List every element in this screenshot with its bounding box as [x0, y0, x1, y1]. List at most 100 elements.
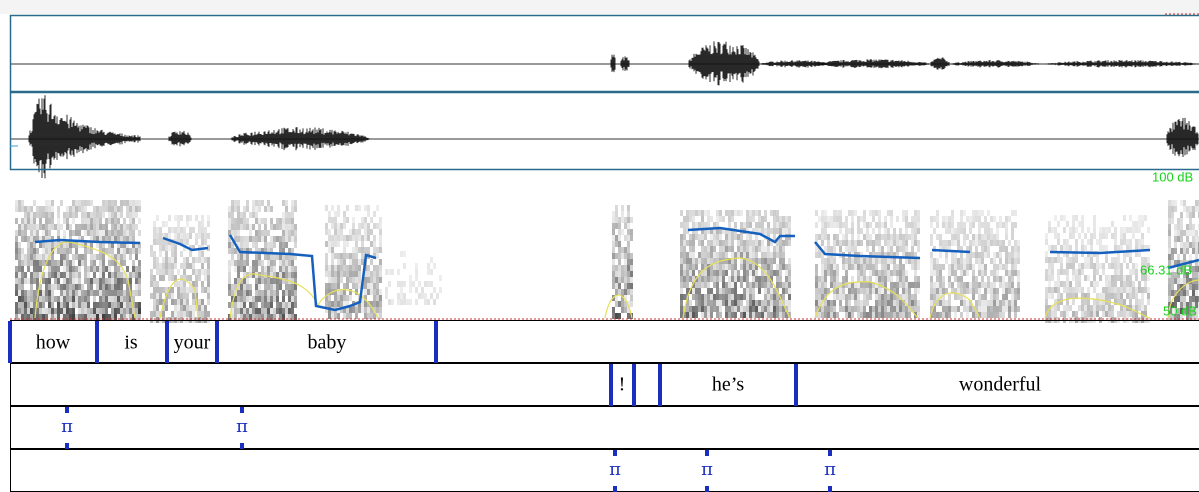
spectrogram-cell: [618, 277, 621, 283]
spectrogram-cell: [710, 276, 713, 282]
spectrogram-cell: [180, 263, 183, 269]
spectrogram-cell: [57, 308, 60, 314]
spectrogram-cell: [746, 240, 749, 246]
spectrogram-cell: [752, 288, 755, 294]
spectrogram-cell: [364, 223, 367, 229]
spectrogram-cell: [231, 314, 234, 320]
spectrogram-cell: [252, 308, 255, 314]
spectrogram-cell: [33, 302, 36, 308]
spectrogram-cell: [740, 294, 743, 300]
spectrogram-cell: [698, 270, 701, 276]
spectrogram-cell: [132, 200, 135, 206]
spectrogram-cell: [1177, 314, 1180, 320]
spectrogram-cell: [195, 257, 198, 263]
spectrogram-cell: [45, 284, 48, 290]
spectrogram-cell: [1002, 276, 1005, 282]
spectrogram-cell: [848, 300, 851, 306]
spectrogram-cell: [120, 266, 123, 272]
spectrogram-cell: [1138, 221, 1141, 227]
spectrogram: [15, 200, 1199, 323]
spectrogram-cell: [373, 265, 376, 271]
spectrogram-cell: [683, 264, 686, 270]
spectrogram-cell: [975, 234, 978, 240]
spectrogram-cell: [1078, 263, 1081, 269]
spectrogram-cell: [851, 234, 854, 240]
spectrogram-cell: [713, 264, 716, 270]
spectrogram-cell: [355, 307, 358, 313]
spectrogram-cell: [930, 276, 933, 282]
spectrogram-cell: [692, 258, 695, 264]
spectrogram-cell: [397, 281, 400, 287]
spectrogram-cell: [36, 308, 39, 314]
spectrogram-cell: [343, 253, 346, 259]
spectrogram-cell: [204, 275, 207, 281]
spectrogram-cell: [1048, 263, 1051, 269]
spectrogram-cell: [1189, 230, 1192, 236]
spectrogram-cell: [692, 252, 695, 258]
spectrogram-cell: [984, 216, 987, 222]
spectrogram-cell: [240, 308, 243, 314]
spectrogram-cell: [740, 258, 743, 264]
spectrogram-cell: [887, 306, 890, 312]
spectrogram-cell: [761, 276, 764, 282]
spectrogram-cell: [981, 306, 984, 312]
spectrogram-cell: [51, 290, 54, 296]
spectrogram-cell: [833, 294, 836, 300]
spectrogram-cell: [1144, 245, 1147, 251]
spectrogram-cell: [1183, 296, 1186, 302]
spectrogram-cell: [978, 282, 981, 288]
spectrogram-cell: [117, 242, 120, 248]
spectrogram-cell: [686, 228, 689, 234]
spectrogram-cell: [788, 306, 791, 312]
spectrogram-cell: [884, 282, 887, 288]
spectrogram-cell: [1084, 245, 1087, 251]
spectrogram-cell: [773, 210, 776, 216]
spectrogram-cell: [1183, 242, 1186, 248]
spectrogram-cell: [821, 306, 824, 312]
spectrogram-cell: [30, 296, 33, 302]
spectrogram-cell: [126, 212, 129, 218]
spectrogram-cell: [746, 258, 749, 264]
spectrogram-cell: [126, 278, 129, 284]
spectrogram-cell: [824, 264, 827, 270]
spectrogram-cell: [692, 312, 695, 318]
spectrogram-cell: [421, 293, 424, 299]
spectrogram-cell: [36, 230, 39, 236]
spectrogram-cell: [881, 246, 884, 252]
spectrogram-cell: [201, 239, 204, 245]
spectrogram-cell: [352, 277, 355, 283]
spectrogram-cell: [1017, 306, 1020, 312]
spectrogram-cell: [180, 287, 183, 293]
spectrogram-cell: [788, 276, 791, 282]
spectrogram-cell: [914, 222, 917, 228]
spectrogram-cell: [899, 240, 902, 246]
spectrogram-cell: [231, 284, 234, 290]
spectrogram-cell: [725, 306, 728, 312]
spectrogram-cell: [860, 216, 863, 222]
spectrogram-cell: [728, 282, 731, 288]
spectrogram-cell: [966, 312, 969, 318]
spectrogram-cell: [680, 282, 683, 288]
spectrogram-cell: [764, 216, 767, 222]
spectrogram-cell: [282, 296, 285, 302]
spectrogram-cell: [81, 314, 84, 320]
spectrogram-cell: [207, 221, 210, 227]
spectrogram-cell: [126, 272, 129, 278]
spectrogram-cell: [138, 290, 141, 296]
spectrogram-cell: [905, 228, 908, 234]
spectrogram-cell: [860, 228, 863, 234]
spectrogram-cell: [930, 270, 933, 276]
spectrogram-cell: [1183, 308, 1186, 314]
spectrogram-cell: [183, 263, 186, 269]
spectrogram-cell: [836, 276, 839, 282]
spectrogram-cell: [839, 306, 842, 312]
spectrogram-cell: [403, 281, 406, 287]
spectrogram-cell: [1090, 233, 1093, 239]
spectrogram-cell: [815, 306, 818, 312]
spectrogram-cell: [1072, 311, 1075, 317]
spectrogram-cell: [279, 248, 282, 254]
spectrogram-cell: [884, 270, 887, 276]
spectrogram-cell: [815, 270, 818, 276]
spectrogram-cell: [63, 266, 66, 272]
spectrogram-cell: [156, 281, 159, 287]
